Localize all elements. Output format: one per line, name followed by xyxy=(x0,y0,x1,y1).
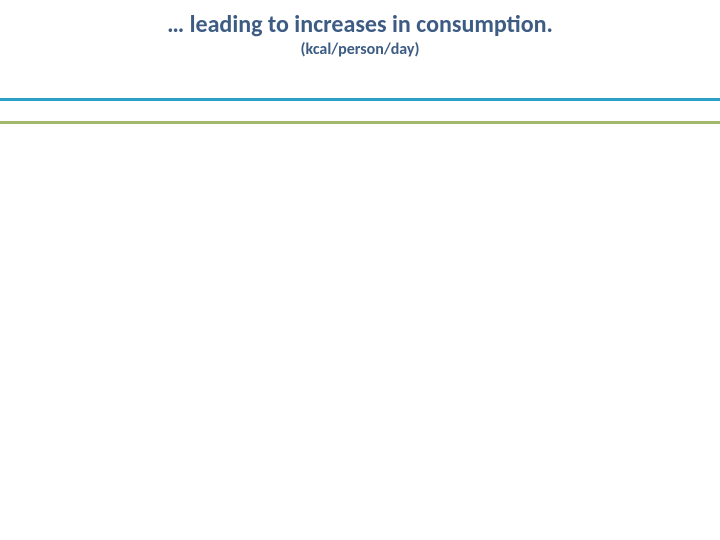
divider-olive xyxy=(0,121,720,124)
page-subtitle: (kcal/person/day) xyxy=(0,40,720,59)
divider-blue xyxy=(0,98,720,101)
page-title: … leading to increases in consumption. xyxy=(0,10,720,39)
